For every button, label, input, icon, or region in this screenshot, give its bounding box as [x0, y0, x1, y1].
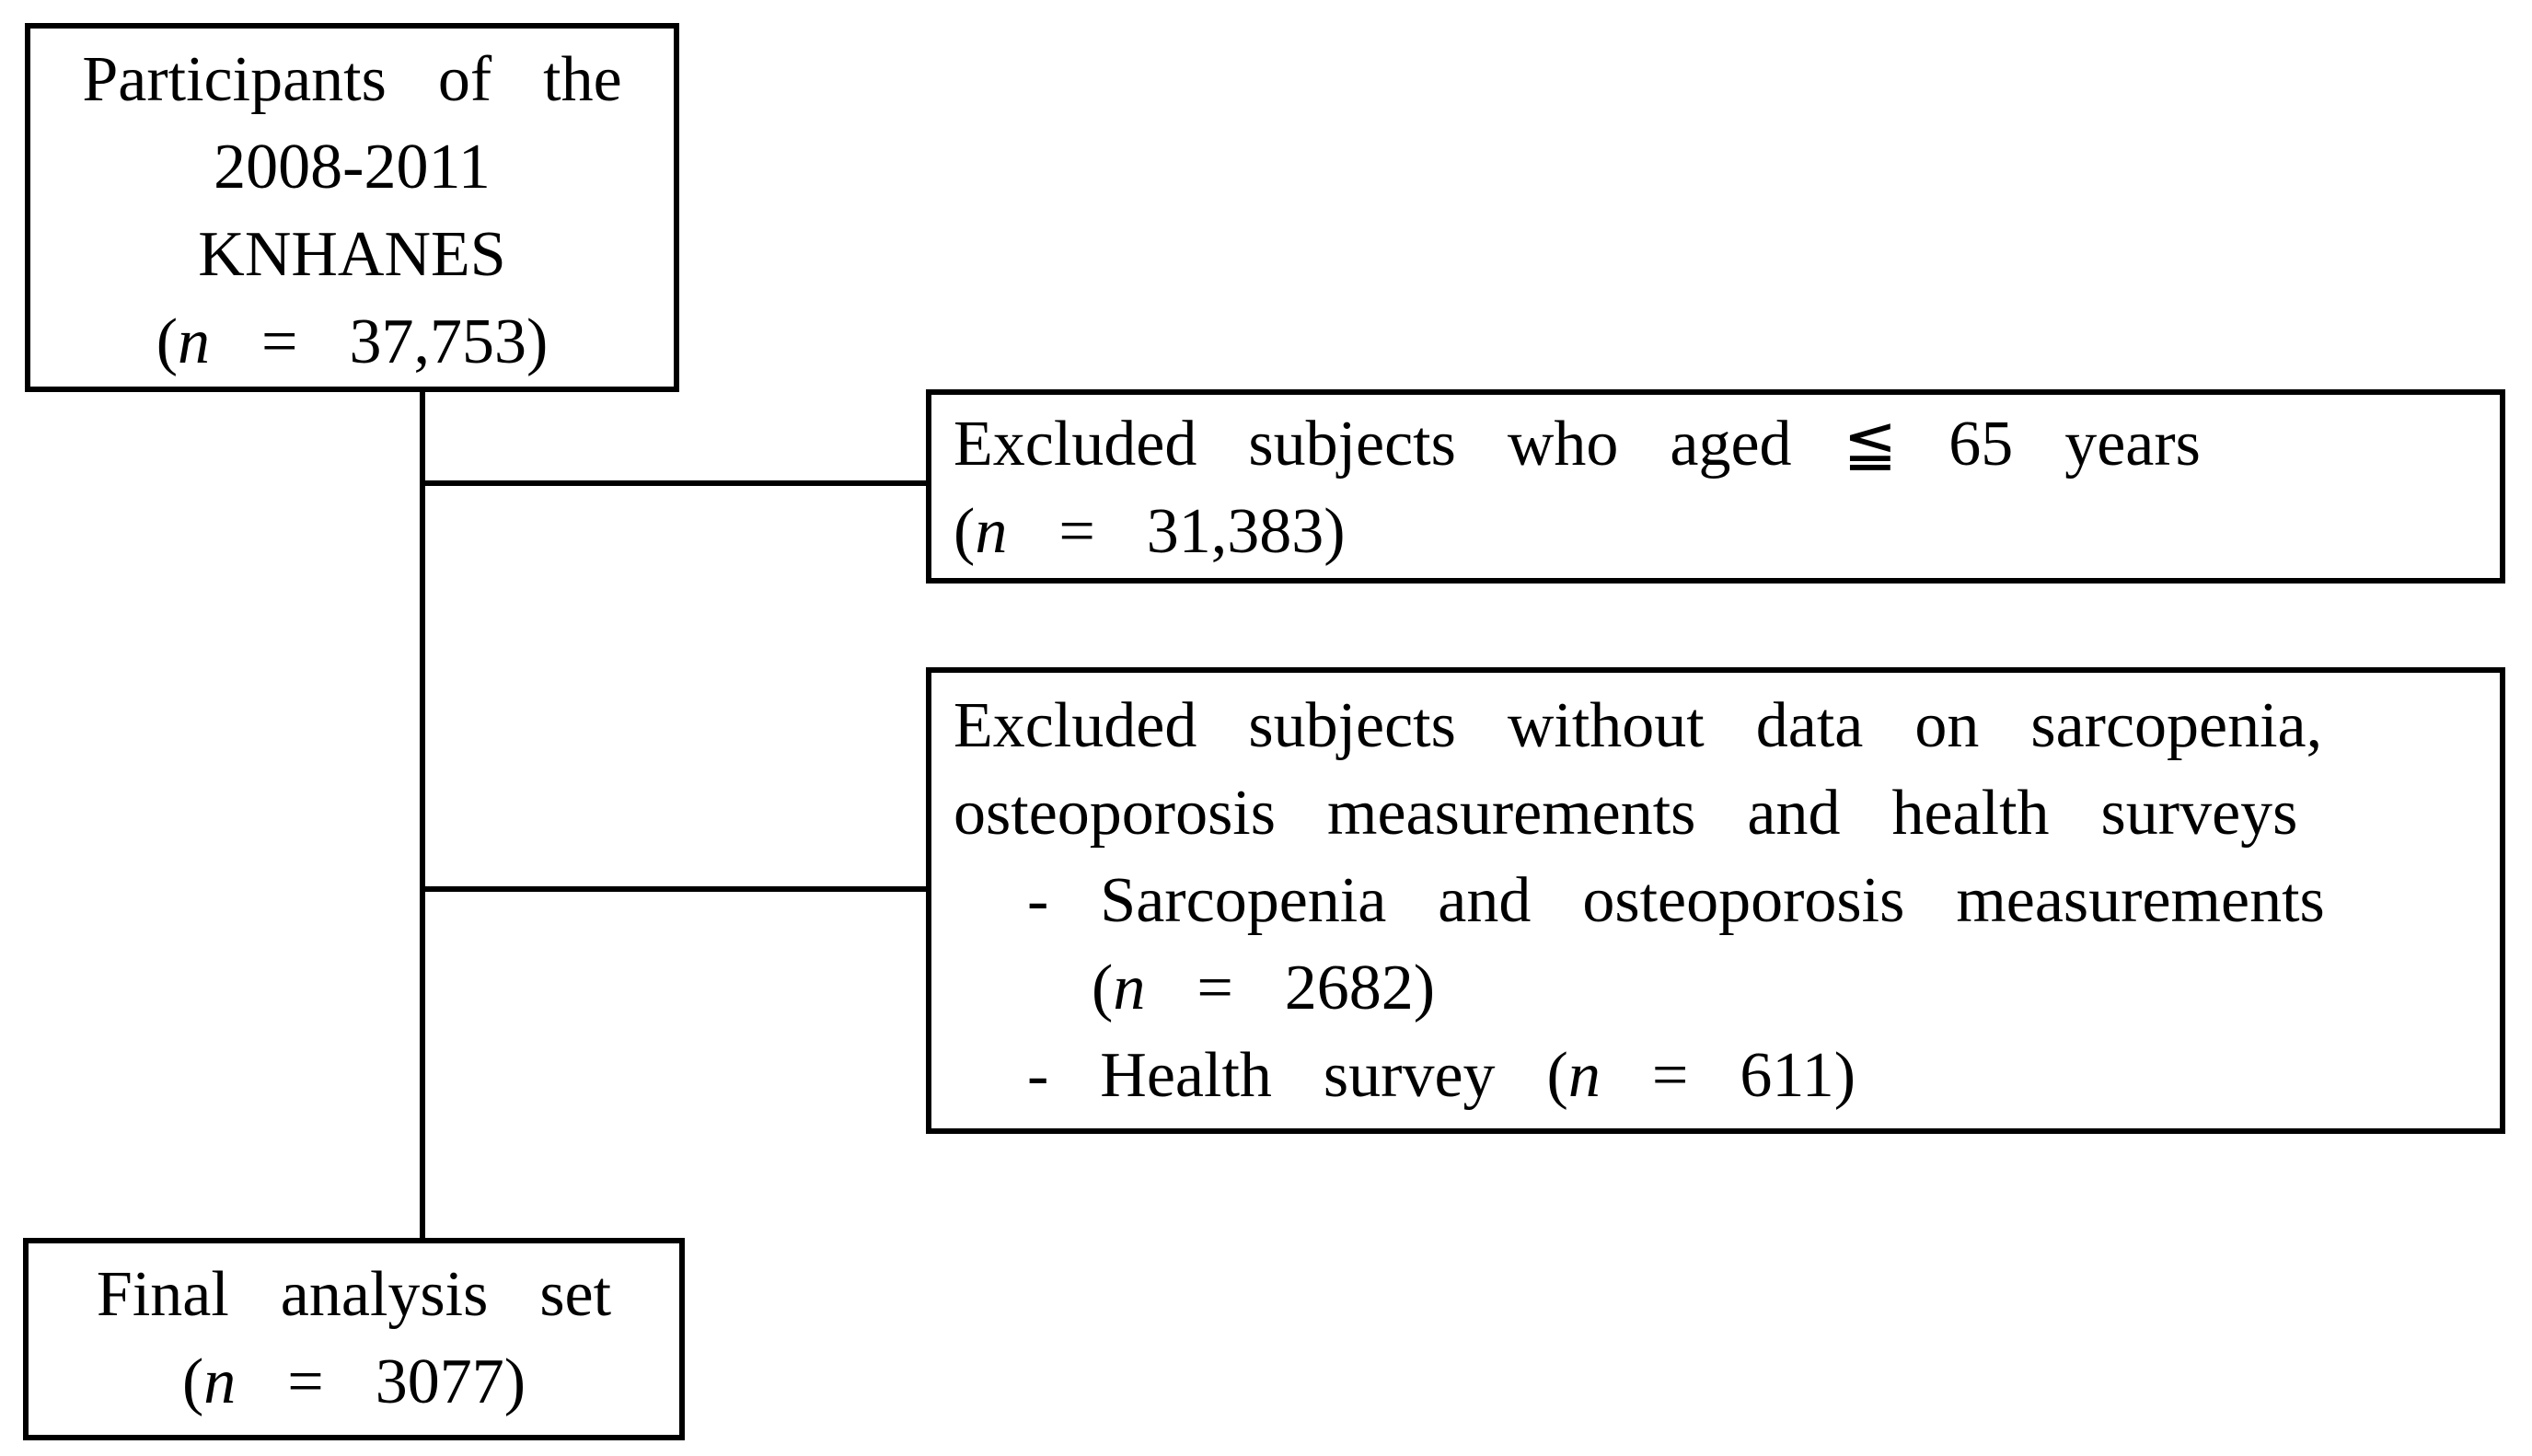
box-excluded-age: Excluded subjects who aged ≦ 65 years (n… [926, 389, 2505, 584]
connector-branch-top [422, 480, 928, 486]
excluded-data-sarcopenia-sample-size: (n = 2682) [1092, 953, 1436, 1023]
participants-line-3: KNHANES [198, 219, 506, 290]
box-final-analysis: Final analysis set (n = 3077) [23, 1238, 685, 1440]
excluded-data-bullet-sarcopenia: - Sarcopenia and osteoporosis measuremen… [1027, 865, 2325, 936]
participants-line-1: Participants of the [82, 44, 622, 115]
final-analysis-line-1: Final analysis set [96, 1259, 612, 1330]
excluded-age-line-1: Excluded subjects who aged ≦ 65 years [954, 409, 2201, 480]
connector-branch-bottom [422, 886, 928, 892]
box-participants: Participants of the 2008-2011 KNHANES (n… [25, 23, 679, 392]
connector-vertical-line [420, 387, 425, 1242]
final-analysis-sample-size: (n = 3077) [181, 1346, 526, 1417]
excluded-data-line-2: osteoporosis measurements and health sur… [954, 778, 2298, 849]
excluded-data-bullet-health-survey: - Health survey (n = 611) [1027, 1040, 1856, 1111]
participants-sample-size: (n = 37,753) [156, 306, 549, 377]
excluded-age-sample-size: (n = 31,383) [954, 496, 1346, 567]
box-excluded-missing-data: Excluded subjects without data on sarcop… [926, 667, 2505, 1134]
participants-line-2: 2008-2011 [214, 132, 491, 202]
excluded-data-line-1: Excluded subjects without data on sarcop… [954, 690, 2323, 761]
